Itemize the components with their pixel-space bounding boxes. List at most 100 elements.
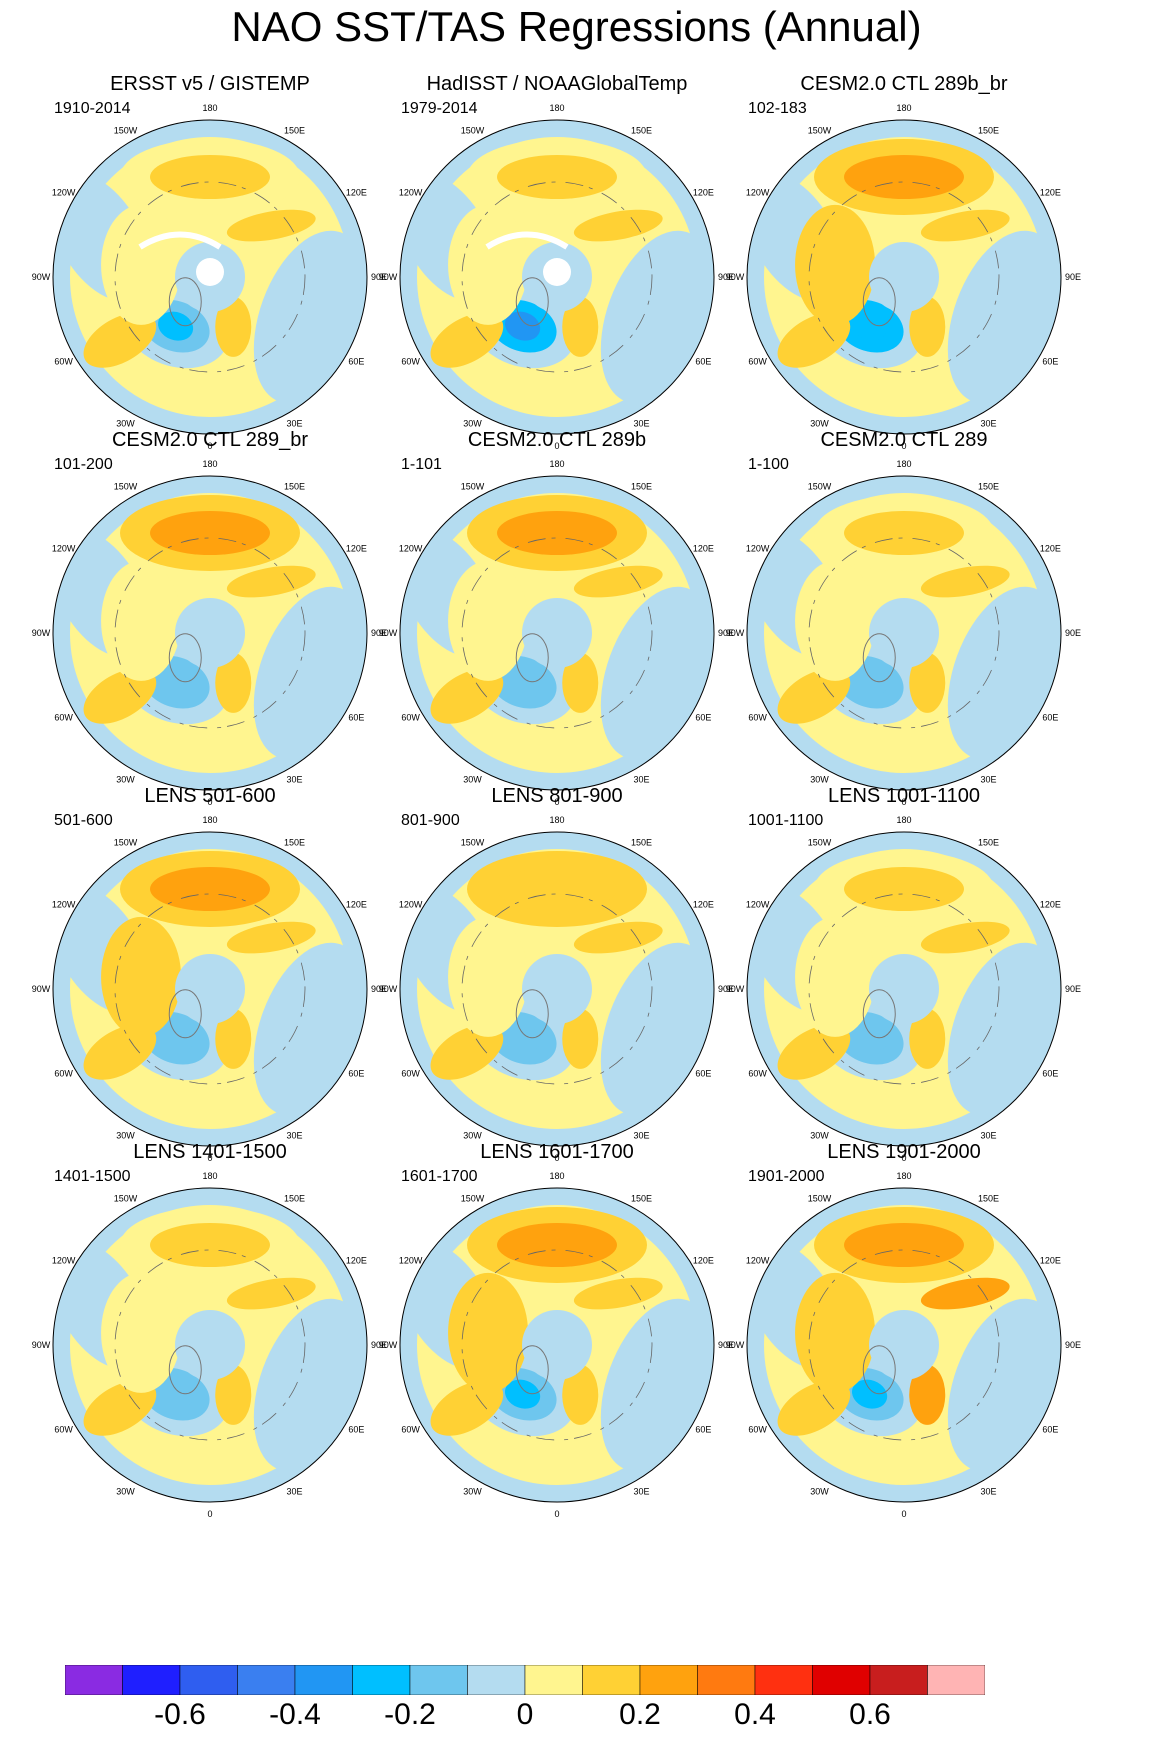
panel-title: CESM2.0 CTL 289 bbox=[820, 429, 988, 451]
panel-years: 1-101 bbox=[401, 456, 442, 473]
longitude-label: 90E bbox=[718, 1340, 734, 1350]
longitude-label: 30W bbox=[116, 774, 135, 784]
longitude-label: 0 bbox=[554, 797, 559, 807]
longitude-label: 150W bbox=[461, 1194, 485, 1204]
longitude-label: 120E bbox=[346, 544, 367, 554]
longitude-label: 60E bbox=[695, 1425, 711, 1435]
longitude-label: 60E bbox=[1042, 713, 1058, 723]
polar-map: 180 150E 120E 90E 60E 30E 0 30W 60W 90W 120W 150W bbox=[726, 103, 1081, 451]
longitude-label: 60E bbox=[695, 1069, 711, 1079]
pacific-positive-core bbox=[497, 155, 617, 199]
polar-map: 180 150E 120E 90E 60E 30E 0 30W 60W 90W 120W 150W bbox=[32, 103, 387, 451]
colorbar-segment bbox=[237, 1665, 296, 1695]
longitude-label: 120W bbox=[746, 188, 770, 198]
arctic-ocean bbox=[522, 1310, 592, 1380]
greenland-coastline bbox=[515, 1345, 549, 1395]
natl-cold-core bbox=[852, 311, 888, 341]
longitude-label: 60E bbox=[348, 1069, 364, 1079]
colorbar-segment bbox=[524, 1665, 583, 1695]
colorbar-segment bbox=[869, 1665, 928, 1695]
greenland-coastline bbox=[168, 989, 202, 1039]
longitude-label: 90W bbox=[726, 628, 745, 638]
longitude-label: 120W bbox=[52, 900, 76, 910]
map-panel: HadISST / NOAAGlobalTemp 180 150E 120E 90E 60… bbox=[365, 72, 749, 467]
colorbar-segment bbox=[582, 1665, 641, 1695]
panel-title: LENS 801-900 bbox=[491, 785, 623, 807]
continental-coastline bbox=[114, 1249, 306, 1441]
europe-warm-anomaly bbox=[215, 652, 252, 713]
north-america-anomaly bbox=[448, 916, 529, 1037]
longitude-label: 120W bbox=[746, 544, 770, 554]
longitude-label: 120W bbox=[399, 900, 423, 910]
siberia-warm-anomaly bbox=[573, 921, 663, 954]
map-border bbox=[52, 1187, 368, 1503]
longitude-label: 150E bbox=[631, 838, 652, 848]
missing-pole-data bbox=[196, 258, 224, 286]
greenland-coastline bbox=[168, 633, 202, 683]
panel-years: 1601-1700 bbox=[401, 1168, 478, 1185]
longitude-label: 0 bbox=[554, 441, 559, 451]
greenland-coastline bbox=[862, 989, 896, 1039]
panel-years: 1-100 bbox=[748, 456, 789, 473]
longitude-label: 180 bbox=[549, 815, 564, 825]
colorbar-segment bbox=[754, 1665, 813, 1695]
panel-title: LENS 1401-1500 bbox=[133, 1141, 287, 1163]
greenland-coastline bbox=[168, 1345, 202, 1395]
longitude-label: 0 bbox=[901, 1509, 906, 1519]
subtropical-atlantic-warm bbox=[83, 1380, 157, 1436]
longitude-label: 120W bbox=[52, 188, 76, 198]
europe-warm-anomaly bbox=[909, 1008, 946, 1069]
siberia-warm-anomaly bbox=[573, 1277, 663, 1310]
longitude-label: 60W bbox=[54, 357, 73, 367]
colorbar-segment bbox=[467, 1665, 526, 1695]
longitude-label: 0 bbox=[554, 1153, 559, 1163]
siberia-warm-anomaly bbox=[226, 565, 316, 598]
siberia-warm-anomaly bbox=[226, 1277, 316, 1310]
europe-warm-anomaly bbox=[562, 1364, 599, 1425]
north-america-anomaly bbox=[795, 916, 876, 1037]
map-panel: CESM2.0 CTL 289 180 150E 120E 90E 60E 30E 0 30W 6… bbox=[712, 428, 1096, 823]
continental-coastline bbox=[461, 537, 653, 729]
asia-band bbox=[600, 942, 714, 1116]
asia-band bbox=[253, 942, 367, 1116]
longitude-label: 30W bbox=[463, 774, 482, 784]
greenland-coastline bbox=[862, 277, 896, 327]
colorbar-segment bbox=[409, 1665, 468, 1695]
continental-coastline bbox=[461, 1249, 653, 1441]
map-panel: ERSST v5 / GISTEMP 180 150E 120E 90E 60E 30E 0 3… bbox=[18, 72, 402, 467]
siberia-warm-anomaly bbox=[226, 921, 316, 954]
longitude-label: 90W bbox=[379, 628, 398, 638]
asia-band bbox=[947, 230, 1061, 404]
panel-years: 801-900 bbox=[401, 812, 460, 829]
natl-cold-core bbox=[158, 667, 194, 697]
polar-map: 180 150E 120E 90E 60E 30E 0 30W 60W 90W 120W 150W bbox=[32, 459, 387, 807]
europe-warm-anomaly bbox=[909, 296, 946, 357]
longitude-label: 150W bbox=[114, 838, 138, 848]
longitude-label: 60W bbox=[401, 1069, 420, 1079]
colorbar-tick-label: -0.2 bbox=[384, 1698, 436, 1731]
longitude-label: 60W bbox=[748, 1425, 767, 1435]
panel-title: CESM2.0 CTL 289_br bbox=[111, 429, 308, 451]
natl-cold-core bbox=[505, 667, 541, 697]
map-panel: LENS 1901-2000 180 150E 120E 90E 60E 30E 0 30W 60… bbox=[712, 1140, 1096, 1535]
europe-warm-anomaly bbox=[215, 296, 252, 357]
map-border bbox=[746, 475, 1062, 791]
colorbar-segment bbox=[352, 1665, 411, 1695]
pacific-positive-core bbox=[150, 511, 270, 555]
pacific-positive-core bbox=[497, 867, 617, 911]
continental-coastline bbox=[114, 893, 306, 1085]
longitude-label: 150W bbox=[808, 126, 832, 136]
missing-data-gap bbox=[485, 231, 569, 250]
longitude-label: 120E bbox=[693, 1256, 714, 1266]
longitude-label: 150W bbox=[114, 1194, 138, 1204]
panel-years: 1001-1100 bbox=[748, 812, 824, 829]
longitude-label: 180 bbox=[896, 1171, 911, 1181]
natl-cold-core bbox=[852, 1023, 888, 1053]
longitude-label: 30W bbox=[116, 1486, 135, 1496]
longitude-label: 90E bbox=[1065, 1340, 1081, 1350]
longitude-label: 60W bbox=[748, 357, 767, 367]
longitude-label: 90W bbox=[726, 984, 745, 994]
longitude-label: 0 bbox=[207, 797, 212, 807]
longitude-label: 60W bbox=[401, 1425, 420, 1435]
colorbar-segment bbox=[697, 1665, 756, 1695]
